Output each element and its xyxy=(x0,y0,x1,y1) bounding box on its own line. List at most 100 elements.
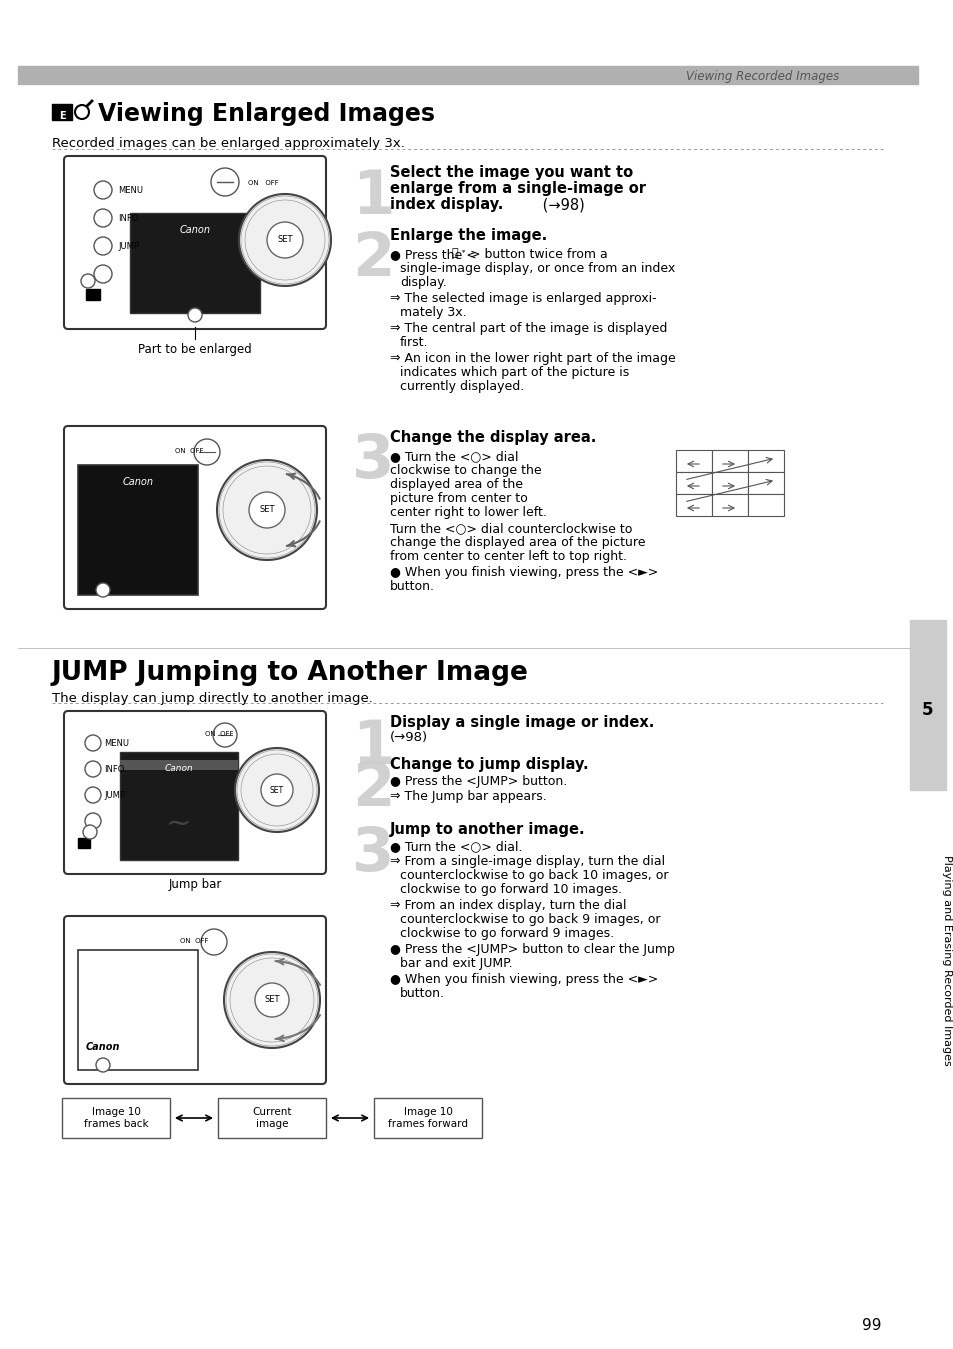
Text: ⇒ An icon in the lower right part of the image: ⇒ An icon in the lower right part of the… xyxy=(390,352,675,366)
Text: 1: 1 xyxy=(352,169,395,227)
Text: INFO.: INFO. xyxy=(118,214,140,223)
Bar xyxy=(747,472,783,494)
Text: Select the image you want to: Select the image you want to xyxy=(390,165,633,179)
Bar xyxy=(52,104,71,120)
Bar xyxy=(86,289,100,299)
Bar xyxy=(78,465,198,595)
Text: 3: 3 xyxy=(352,432,395,491)
Circle shape xyxy=(239,194,331,286)
Text: Jump to another image.: Jump to another image. xyxy=(390,822,585,836)
Bar xyxy=(78,950,198,1070)
Circle shape xyxy=(85,786,101,803)
Circle shape xyxy=(216,460,316,560)
Bar xyxy=(747,451,783,472)
Text: ● Press the <: ● Press the < xyxy=(390,248,476,260)
Circle shape xyxy=(261,774,293,805)
Text: Jump bar: Jump bar xyxy=(168,878,221,890)
Text: ⇒ From an index display, turn the dial: ⇒ From an index display, turn the dial xyxy=(390,898,626,912)
Text: SET: SET xyxy=(264,996,279,1004)
Text: ⇒ From a single-image display, turn the dial: ⇒ From a single-image display, turn the … xyxy=(390,855,664,867)
Text: ᵠ: ᵠ xyxy=(461,248,465,258)
Text: index display.: index display. xyxy=(390,197,503,212)
Text: ● When you finish viewing, press the <►>: ● When you finish viewing, press the <►> xyxy=(390,567,658,579)
Text: MENU: MENU xyxy=(118,186,143,196)
Text: 3: 3 xyxy=(352,826,395,884)
Text: JUMP: JUMP xyxy=(104,791,125,800)
Text: clockwise to change the: clockwise to change the xyxy=(390,464,541,478)
Text: Change to jump display.: Change to jump display. xyxy=(390,757,588,772)
Text: INFO.: INFO. xyxy=(104,765,127,774)
Text: ● Press the <JUMP> button to clear the Jump: ● Press the <JUMP> button to clear the J… xyxy=(390,943,674,956)
Text: ● When you finish viewing, press the <►>: ● When you finish viewing, press the <►> xyxy=(390,973,658,986)
Text: counterclockwise to go back 10 images, or: counterclockwise to go back 10 images, o… xyxy=(399,869,668,882)
Text: Part to be enlarged: Part to be enlarged xyxy=(138,343,252,356)
Bar xyxy=(676,451,711,472)
Text: MENU: MENU xyxy=(104,739,129,747)
Bar xyxy=(711,451,747,472)
Text: currently displayed.: currently displayed. xyxy=(399,380,524,393)
Text: button.: button. xyxy=(399,987,444,1000)
Circle shape xyxy=(94,181,112,200)
Text: picture from center to: picture from center to xyxy=(390,492,527,505)
Text: Image 10
frames back: Image 10 frames back xyxy=(84,1108,148,1129)
Text: The display can jump directly to another image.: The display can jump directly to another… xyxy=(52,692,373,706)
Circle shape xyxy=(83,826,97,839)
Text: Canon: Canon xyxy=(122,478,153,487)
Circle shape xyxy=(201,929,227,955)
Text: SET: SET xyxy=(277,235,293,244)
Text: Current
image: Current image xyxy=(252,1108,292,1129)
Text: ON   OFF: ON OFF xyxy=(248,179,278,186)
Text: ON  OFF: ON OFF xyxy=(174,448,203,455)
Text: center right to lower left.: center right to lower left. xyxy=(390,506,546,519)
Bar xyxy=(909,621,945,791)
Text: JUMP: JUMP xyxy=(118,241,139,251)
Bar xyxy=(676,472,711,494)
Text: ⇒ The Jump bar appears.: ⇒ The Jump bar appears. xyxy=(390,791,546,803)
FancyBboxPatch shape xyxy=(64,916,326,1085)
Text: Playing and Erasing Recorded Images: Playing and Erasing Recorded Images xyxy=(941,855,951,1066)
Text: mately 3x.: mately 3x. xyxy=(399,306,466,318)
Text: SET: SET xyxy=(259,505,274,514)
Circle shape xyxy=(85,761,101,777)
Circle shape xyxy=(81,274,95,287)
Text: display.: display. xyxy=(399,277,446,289)
Text: SET: SET xyxy=(270,786,284,795)
Bar xyxy=(120,759,237,770)
FancyBboxPatch shape xyxy=(64,156,326,329)
Text: bar and exit JUMP.: bar and exit JUMP. xyxy=(399,956,512,970)
Text: Enlarge the image.: Enlarge the image. xyxy=(390,228,547,243)
Text: single-image display, or once from an index: single-image display, or once from an in… xyxy=(399,262,675,275)
Bar xyxy=(711,472,747,494)
Circle shape xyxy=(96,1058,110,1072)
Text: counterclockwise to go back 9 images, or: counterclockwise to go back 9 images, or xyxy=(399,913,659,925)
Text: Turn the <○> dial counterclockwise to: Turn the <○> dial counterclockwise to xyxy=(390,522,632,536)
Text: first.: first. xyxy=(399,336,428,349)
Text: > button twice from a: > button twice from a xyxy=(470,248,607,260)
Bar xyxy=(120,751,237,861)
Circle shape xyxy=(193,438,220,465)
Bar xyxy=(62,1098,170,1139)
Text: 5: 5 xyxy=(922,701,933,719)
FancyBboxPatch shape xyxy=(64,426,326,608)
Text: JUMP Jumping to Another Image: JUMP Jumping to Another Image xyxy=(52,660,528,687)
Bar xyxy=(676,494,711,517)
Text: indicates which part of the picture is: indicates which part of the picture is xyxy=(399,366,629,379)
Text: ● Turn the <○> dial: ● Turn the <○> dial xyxy=(390,451,518,463)
FancyBboxPatch shape xyxy=(64,711,326,874)
Text: ⇒ The central part of the image is displayed: ⇒ The central part of the image is displ… xyxy=(390,322,667,335)
Text: ON  OFF: ON OFF xyxy=(205,731,233,737)
Text: clockwise to go forward 9 images.: clockwise to go forward 9 images. xyxy=(399,927,614,940)
Circle shape xyxy=(267,223,303,258)
Text: ~: ~ xyxy=(166,809,192,839)
Circle shape xyxy=(254,983,289,1017)
Circle shape xyxy=(94,264,112,283)
Bar xyxy=(747,494,783,517)
Bar xyxy=(218,1098,326,1139)
Circle shape xyxy=(85,813,101,830)
Circle shape xyxy=(94,237,112,255)
Text: ⬛: ⬛ xyxy=(452,248,458,258)
Text: Viewing Enlarged Images: Viewing Enlarged Images xyxy=(98,103,435,125)
Circle shape xyxy=(213,723,236,747)
Bar xyxy=(18,66,917,84)
Circle shape xyxy=(249,492,285,527)
